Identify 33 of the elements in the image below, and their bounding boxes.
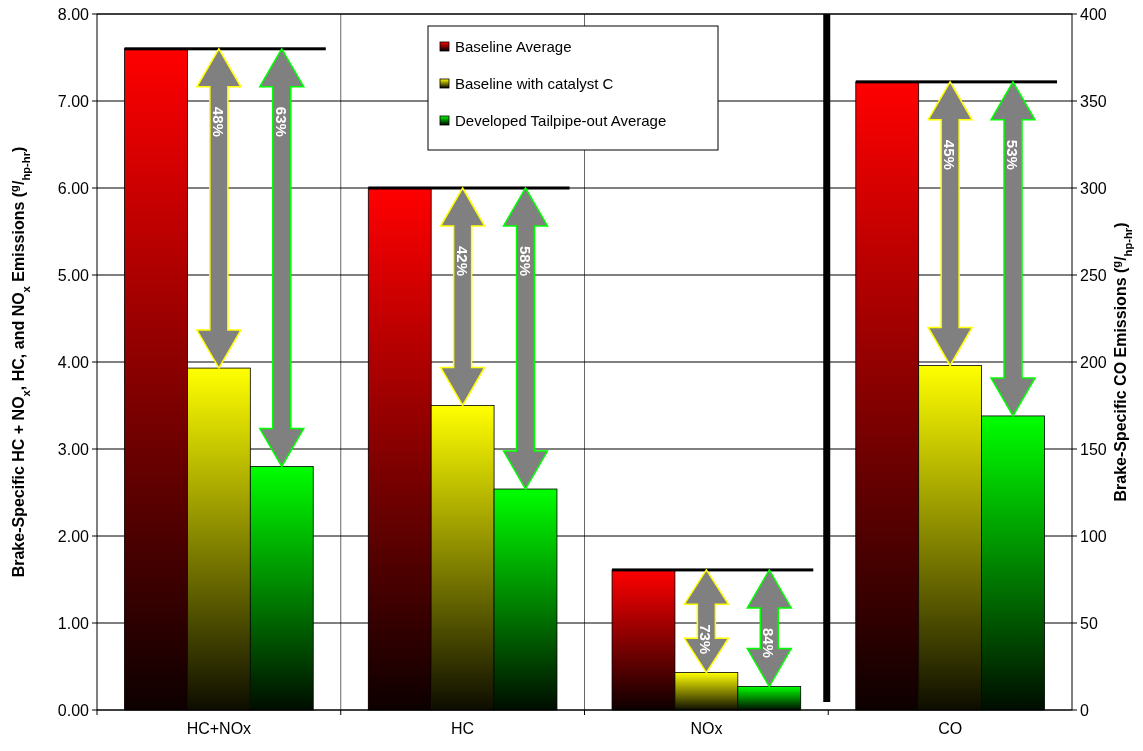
annotation: 48% — [209, 106, 227, 137]
y-tick-label: 1.00 — [57, 614, 90, 632]
x-tick-label: NOx — [690, 720, 723, 737]
y-tick-label: 2.00 — [57, 527, 90, 545]
annotation: 45% — [941, 139, 959, 170]
annotation: 84% — [760, 627, 778, 658]
annotation: 42% — [453, 246, 471, 277]
y2-tick-label: 350 — [1080, 92, 1107, 110]
x-tick-label: HC — [451, 720, 475, 737]
legend-label: Baseline with catalyst C — [455, 75, 614, 93]
y-tick-label: 3.00 — [57, 440, 90, 458]
y2-tick-label: 0 — [1080, 701, 1089, 719]
y2-tick-label: 250 — [1080, 266, 1107, 284]
y2-tick-label: 150 — [1080, 440, 1107, 458]
annotation: 58% — [516, 246, 534, 277]
y2-tick-label: 400 — [1080, 5, 1107, 23]
y-tick-label: 6.00 — [57, 179, 90, 197]
x-tick-label: CO — [938, 720, 963, 737]
y2-tick-label: 50 — [1080, 614, 1098, 632]
y-tick-label: 4.00 — [57, 353, 90, 371]
legend-label: Baseline Average — [455, 38, 572, 56]
annotation: 63% — [272, 106, 290, 137]
y2-tick-label: 100 — [1080, 527, 1107, 545]
legend-label: Developed Tailpipe-out Average — [455, 112, 667, 130]
y-tick-label: 7.00 — [57, 92, 90, 110]
y2-tick-label: 300 — [1080, 179, 1107, 197]
y-tick-label: 5.00 — [57, 266, 90, 284]
y-tick-label: 8.00 — [57, 5, 90, 23]
annotation: 73% — [697, 624, 715, 655]
y-tick-label: 0.00 — [57, 701, 90, 719]
x-tick-label: HC+NOx — [186, 720, 252, 737]
y2-tick-label: 200 — [1080, 353, 1107, 371]
annotation: 53% — [1004, 139, 1022, 170]
